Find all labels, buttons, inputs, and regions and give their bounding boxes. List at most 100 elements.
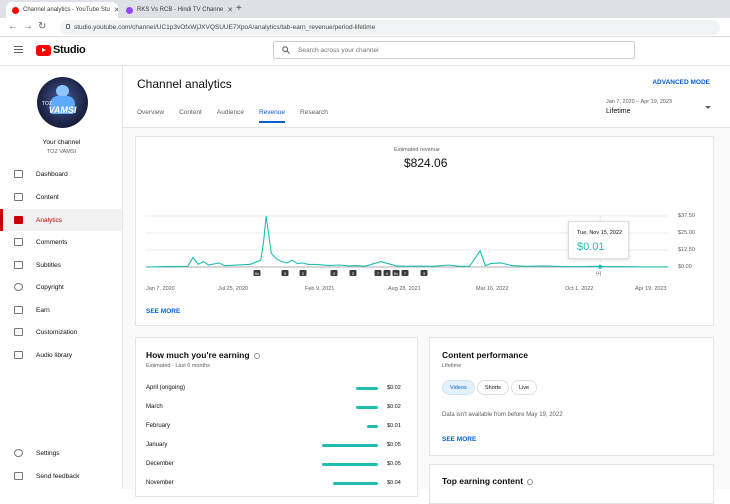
earning-row: November $0.04 <box>146 479 411 489</box>
x-tick-label: Oct 1, 2022 <box>565 286 594 292</box>
sidebar-item-label: Send feedback <box>36 472 80 480</box>
earning-month: January <box>146 442 168 448</box>
tab-audience[interactable]: Audience <box>216 109 244 116</box>
earning-value: $0.04 <box>387 480 401 486</box>
earning-value: $0.05 <box>387 461 401 467</box>
tab-revenue[interactable]: Revenue <box>258 109 286 123</box>
avatar-head <box>56 85 69 97</box>
sidebar-item-settings[interactable]: Settings <box>0 442 122 464</box>
subtitles-icon <box>14 261 23 269</box>
content-see-more-link[interactable]: SEE MORE <box>442 436 477 443</box>
video-marker-label: 3 <box>284 271 287 276</box>
earning-bar <box>322 444 378 447</box>
browser-tab-active[interactable]: Channel analytics - YouTube Stu ✕ <box>6 2 118 18</box>
avatar-text: VAMSI <box>48 105 77 115</box>
search-box[interactable] <box>273 41 635 59</box>
sidebar-item-label: Analytics <box>36 216 63 224</box>
earning-row: February $0.01 <box>146 422 411 432</box>
x-tick-label: Jul 25, 2020 <box>218 286 248 292</box>
tab-research[interactable]: Research <box>300 109 328 116</box>
sidebar-item-send-feedback[interactable]: Send feedback <box>0 465 122 487</box>
site-favicon-icon <box>126 6 133 14</box>
sidebar: VAMSI TOZ Your channel TOZ VAMSI Dashboa… <box>0 66 123 489</box>
tab-title: RKS Vs RCB - Hindi TV Channe <box>137 7 224 13</box>
earn-icon <box>14 306 23 314</box>
search-input[interactable] <box>298 46 598 54</box>
video-marker[interactable] <box>392 270 400 276</box>
video-marker[interactable] <box>374 270 382 276</box>
period-value: Lifetime <box>606 108 631 115</box>
url-field[interactable]: studio.youtube.com/channel/UC1p3vOfxWjJX… <box>60 20 720 35</box>
browser-tab[interactable]: RKS Vs RCB - Hindi TV Channe ✕ <box>120 2 232 18</box>
copyright-icon <box>14 283 23 291</box>
analytics-icon <box>14 216 23 224</box>
hover-point <box>598 264 603 269</box>
close-tab-icon[interactable]: ✕ <box>113 7 118 14</box>
avatar-text-small: TOZ <box>42 101 52 107</box>
studio-logo[interactable]: Studio <box>36 44 86 56</box>
video-marker[interactable] <box>401 270 409 276</box>
lock-icon <box>66 24 70 29</box>
video-marker[interactable] <box>253 270 261 276</box>
forward-icon[interactable]: → <box>23 21 33 32</box>
new-tab-icon[interactable]: + <box>236 3 242 14</box>
sidebar-item-subtitles[interactable]: Subtitles <box>0 254 122 276</box>
video-marker[interactable] <box>349 270 357 276</box>
sidebar-item-analytics[interactable]: Analytics <box>0 209 122 231</box>
video-marker[interactable] <box>420 270 428 276</box>
tab-content[interactable]: Content <box>179 109 202 116</box>
earning-card: How much you're earning Estimated · Last… <box>135 337 418 497</box>
video-marker[interactable] <box>383 270 391 276</box>
earning-month: March <box>146 404 163 410</box>
menu-icon[interactable] <box>14 46 23 53</box>
advanced-mode-button[interactable]: ADVANCED MODE <box>652 79 710 86</box>
channel-name: TOZ VAMSI <box>46 149 77 155</box>
sidebar-item-label: Earn <box>36 306 50 314</box>
chip-live[interactable]: Live <box>511 380 538 395</box>
browser-tabbar: Channel analytics - YouTube Stu ✕ RKS Vs… <box>0 0 730 18</box>
back-icon[interactable]: ← <box>8 21 18 32</box>
chip-shorts[interactable]: Shorts <box>477 380 509 395</box>
info-icon[interactable] <box>253 352 260 359</box>
revenue-chart[interactable]: 5v 3 2 3 2 7 4 5v 7 3 (•) <box>136 137 715 287</box>
video-marker[interactable] <box>281 270 289 276</box>
sidebar-item-label: Comments <box>36 238 68 246</box>
video-marker[interactable] <box>330 270 338 276</box>
close-tab-icon[interactable]: ✕ <box>227 7 232 14</box>
sidebar-item-audio-library[interactable]: Audio library <box>0 344 122 366</box>
channel-avatar[interactable]: VAMSI TOZ <box>37 77 88 128</box>
y-tick-label: $25.00 <box>678 230 695 236</box>
sidebar-item-label: Content <box>36 193 59 201</box>
tab-overview[interactable]: Overview <box>137 109 165 116</box>
reload-icon[interactable]: ↻ <box>38 21 47 32</box>
channel-label: Your channel <box>42 139 81 146</box>
earning-value: $0.02 <box>387 385 401 391</box>
chip-videos[interactable]: Videos <box>442 380 475 395</box>
feedback-icon <box>14 472 23 480</box>
sidebar-item-dashboard[interactable]: Dashboard <box>0 163 122 185</box>
info-icon[interactable] <box>527 478 534 485</box>
revenue-see-more-link[interactable]: SEE MORE <box>146 308 181 315</box>
y-tick-label: $12.50 <box>678 247 695 253</box>
customization-icon <box>14 328 23 336</box>
x-tick-label: Feb 9, 2021 <box>305 286 335 292</box>
page-title: Channel analytics <box>137 77 232 91</box>
earning-month: April (ongoing) <box>146 385 186 391</box>
chart-tooltip: Tue, Nov 15, 2022 $0.01 <box>568 221 629 259</box>
revenue-series-line <box>145 215 668 268</box>
sidebar-item-content[interactable]: Content <box>0 186 122 208</box>
content-performance-card: Content performance Lifetime Videos Shor… <box>429 337 714 456</box>
video-marker[interactable] <box>299 270 307 276</box>
live-marker-icon[interactable]: (•) <box>596 271 601 277</box>
earning-title-text: How much you're earning <box>146 350 250 360</box>
sidebar-item-customization[interactable]: Customization <box>0 321 122 343</box>
sidebar-item-earn[interactable]: Earn <box>0 299 122 321</box>
video-marker-label: 5v <box>255 271 259 276</box>
sidebar-item-label: Subtitles <box>36 261 61 269</box>
sidebar-item-comments[interactable]: Comments <box>0 231 122 253</box>
period-selector[interactable]: Jan 7, 2020 – Apr 19, 2023 Lifetime <box>606 99 711 115</box>
search-icon <box>282 46 290 54</box>
sidebar-item-copyright[interactable]: Copyright <box>0 276 122 298</box>
top-earning-card: Top earning content <box>429 464 714 504</box>
sidebar-item-label: Copyright <box>36 283 64 291</box>
